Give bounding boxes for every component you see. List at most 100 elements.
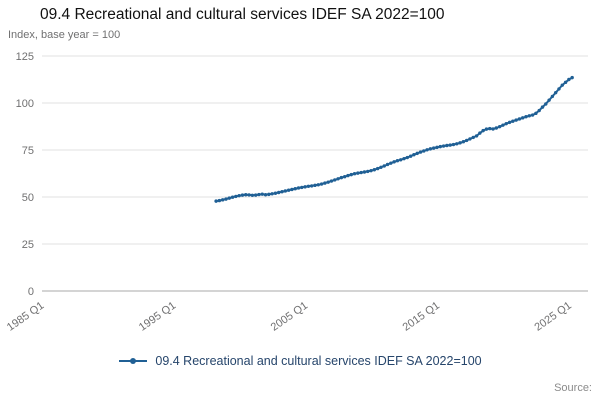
series-point (524, 115, 528, 119)
series-point (481, 128, 485, 133)
series-point (286, 188, 291, 192)
chart-legend: 09.4 Recreational and cultural services … (0, 354, 600, 368)
series-point (296, 186, 301, 190)
x-tick-label: 2005 Q1 (269, 300, 310, 334)
series-point (461, 140, 466, 144)
series-point (399, 158, 403, 162)
series-point (514, 118, 518, 122)
series-point (217, 198, 222, 203)
series-point (323, 181, 327, 185)
series-point (280, 190, 284, 194)
series-point (547, 98, 551, 102)
series-point (418, 150, 423, 154)
series-point (356, 171, 360, 175)
series-point (352, 171, 357, 176)
series-point (349, 172, 353, 177)
series-point (342, 174, 347, 179)
series-point (494, 126, 499, 130)
series-point (237, 193, 241, 198)
series-point (260, 192, 264, 196)
y-tick-label: 75 (22, 145, 34, 157)
legend-line-marker-icon (119, 358, 148, 364)
series-point (544, 102, 548, 106)
series-point (451, 142, 456, 147)
series-point (557, 87, 561, 91)
series-point (303, 185, 307, 189)
series-point (379, 165, 383, 169)
series-point (359, 170, 363, 175)
series-point (336, 177, 340, 181)
series-point (428, 147, 433, 151)
series-point (395, 159, 400, 163)
series-point (220, 198, 225, 202)
series-point (385, 162, 390, 167)
series-point (392, 160, 396, 164)
series-point (369, 168, 373, 173)
series-point (445, 143, 449, 148)
y-tick-label: 100 (16, 98, 34, 110)
series-point (234, 194, 238, 199)
series-point (405, 155, 410, 160)
series-point (425, 148, 429, 152)
series-point (214, 199, 218, 203)
series-point (339, 175, 344, 180)
series-point (471, 135, 475, 140)
x-tick-label: 2015 Q1 (401, 300, 442, 334)
series-point (300, 185, 304, 190)
series-point (497, 124, 502, 129)
x-tick-label: 1985 Q1 (5, 300, 46, 334)
series-point (240, 193, 245, 197)
series-point (431, 146, 436, 150)
series-point (567, 77, 571, 82)
series-point (474, 134, 479, 138)
series-point (553, 90, 558, 95)
series-point (534, 111, 538, 116)
y-tick-label: 25 (22, 239, 34, 251)
series-point (560, 83, 564, 87)
series-point (329, 179, 334, 183)
series-point (537, 108, 541, 113)
series-point (310, 184, 314, 188)
series-point (346, 173, 350, 178)
series-point (540, 105, 545, 109)
series-point (507, 120, 512, 125)
series-point (270, 192, 274, 196)
series-point (277, 190, 281, 195)
series-point (570, 75, 574, 80)
series-point (402, 156, 406, 161)
series-point (333, 178, 337, 182)
series-point (247, 193, 251, 197)
source-label: Source: (554, 382, 592, 394)
series-point (484, 127, 489, 131)
series-point (290, 187, 294, 192)
series-point (253, 193, 258, 197)
series-point (372, 168, 377, 172)
series-point (283, 189, 288, 193)
series-point (326, 180, 330, 184)
line-chart: 0 25 50 75 100 125 1985 Q1 1995 Q1 2005 Q1 2015 Q… (5, 51, 588, 334)
series-point (530, 113, 535, 117)
series-point (521, 116, 525, 120)
y-tick-label: 50 (22, 192, 34, 204)
series-point (550, 94, 555, 99)
series-point (227, 196, 231, 200)
series-point (263, 193, 268, 197)
series-point (316, 183, 320, 187)
y-tick-label: 125 (16, 51, 34, 63)
series-point (511, 119, 515, 123)
legend-series-label: 09.4 Recreational and cultural services … (155, 354, 482, 368)
series-point (448, 143, 452, 147)
series-point (273, 191, 278, 195)
series-point (375, 166, 380, 171)
series-point (389, 161, 393, 165)
series-point (458, 141, 462, 145)
series-point (501, 123, 505, 127)
series-point (488, 126, 492, 131)
series-point (257, 192, 261, 197)
series-point (306, 184, 311, 188)
series-point (441, 144, 446, 148)
series-point (455, 142, 459, 146)
series-point (224, 197, 228, 201)
y-tick-label: 0 (28, 286, 34, 298)
